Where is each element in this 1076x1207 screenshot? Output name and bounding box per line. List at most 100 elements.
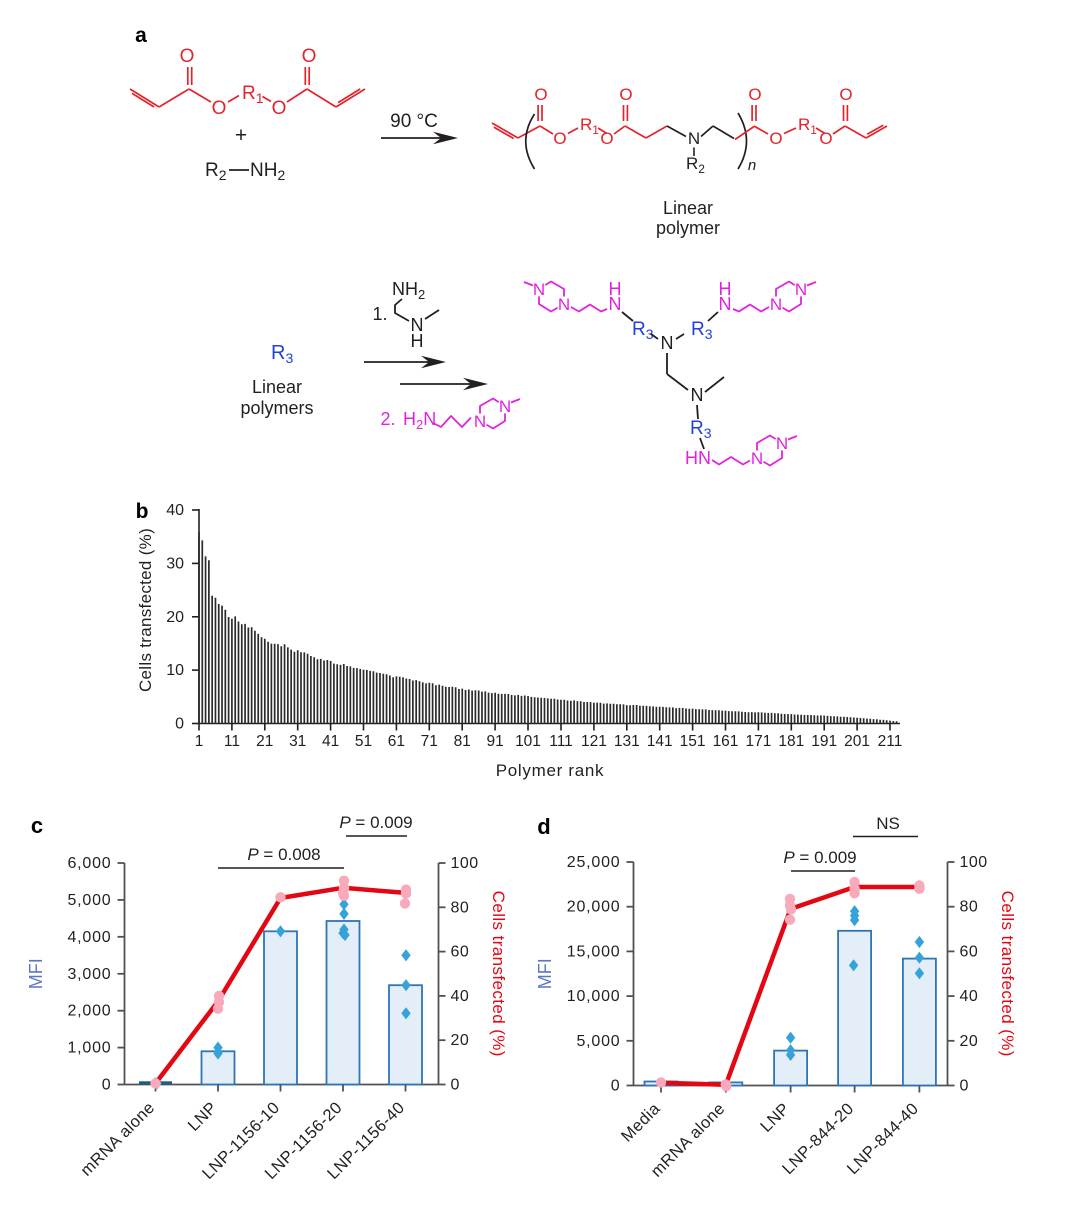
- svg-text:71: 71: [421, 733, 438, 750]
- svg-text:n: n: [748, 157, 756, 174]
- svg-text:O: O: [553, 129, 566, 148]
- svg-text:1.: 1.: [372, 304, 387, 324]
- svg-text:O: O: [302, 46, 317, 67]
- svg-text:Cells transfected (%): Cells transfected (%): [136, 528, 155, 692]
- svg-text:P = 0.009: P = 0.009: [783, 848, 856, 867]
- svg-text:0: 0: [611, 1078, 621, 1095]
- svg-text:MFI: MFI: [535, 958, 555, 989]
- svg-text:polymers: polymers: [240, 398, 313, 418]
- svg-text:d: d: [537, 814, 550, 839]
- svg-text:H2N: H2N: [403, 409, 436, 432]
- svg-text:N: N: [776, 434, 788, 453]
- svg-text:191: 191: [811, 733, 837, 750]
- svg-text:NS: NS: [876, 814, 900, 833]
- svg-text:MFI: MFI: [26, 958, 46, 989]
- svg-text:Linear: Linear: [252, 377, 302, 397]
- svg-text:10,000: 10,000: [567, 988, 621, 1005]
- svg-text:181: 181: [778, 733, 804, 750]
- svg-text:Polymer rank: Polymer rank: [496, 761, 605, 780]
- svg-text:1,000: 1,000: [67, 1040, 111, 1057]
- svg-text:N: N: [558, 295, 570, 314]
- svg-text:Cells transfected (%): Cells transfected (%): [998, 891, 1017, 1057]
- svg-text:b: b: [136, 500, 149, 523]
- svg-text:N: N: [609, 294, 622, 314]
- svg-text:N: N: [795, 280, 807, 299]
- svg-text:60: 60: [451, 944, 470, 961]
- svg-text:O: O: [819, 129, 832, 148]
- svg-text:201: 201: [844, 733, 870, 750]
- svg-text:15,000: 15,000: [567, 943, 621, 960]
- svg-text:P = 0.009: P = 0.009: [339, 813, 412, 832]
- svg-text:Linear: Linear: [663, 198, 713, 218]
- svg-text:O: O: [180, 46, 195, 67]
- svg-text:N: N: [474, 412, 486, 431]
- svg-text:101: 101: [515, 733, 541, 750]
- svg-text:O: O: [212, 98, 227, 119]
- svg-text:+: +: [235, 124, 247, 147]
- svg-text:141: 141: [647, 733, 673, 750]
- svg-text:O: O: [769, 129, 782, 148]
- svg-text:171: 171: [745, 733, 771, 750]
- svg-text:O: O: [272, 98, 287, 119]
- svg-text:0: 0: [175, 716, 184, 733]
- svg-text:51: 51: [355, 733, 372, 750]
- svg-text:11: 11: [224, 733, 240, 750]
- svg-text:N: N: [533, 280, 545, 299]
- svg-text:NH2: NH2: [250, 160, 285, 183]
- svg-text:20: 20: [166, 609, 184, 626]
- svg-text:H: H: [609, 279, 622, 299]
- svg-text:N: N: [719, 294, 732, 314]
- svg-text:HN: HN: [685, 448, 711, 468]
- svg-text:80: 80: [960, 899, 979, 916]
- svg-text:0: 0: [960, 1078, 969, 1095]
- svg-text:151: 151: [680, 733, 706, 750]
- svg-text:polymer: polymer: [656, 218, 720, 238]
- svg-text:30: 30: [166, 555, 184, 572]
- svg-text:3,000: 3,000: [67, 966, 111, 983]
- svg-text:a: a: [135, 24, 147, 47]
- svg-text:91: 91: [486, 733, 503, 750]
- svg-text:20: 20: [451, 1032, 470, 1049]
- svg-text:100: 100: [451, 855, 479, 872]
- svg-text:0: 0: [102, 1077, 112, 1094]
- svg-text:90 °C: 90 °C: [390, 111, 438, 132]
- svg-text:2.: 2.: [380, 409, 395, 429]
- svg-text:121: 121: [581, 733, 607, 750]
- svg-text:20,000: 20,000: [567, 899, 621, 916]
- svg-text:81: 81: [454, 733, 471, 750]
- svg-text:N: N: [691, 385, 704, 405]
- svg-text:O: O: [839, 85, 852, 104]
- svg-text:O: O: [600, 129, 613, 148]
- svg-text:N: N: [688, 129, 700, 148]
- svg-text:2,000: 2,000: [67, 1003, 111, 1020]
- svg-text:4,000: 4,000: [67, 929, 111, 946]
- svg-text:N: N: [411, 315, 424, 335]
- svg-text:31: 31: [289, 733, 306, 750]
- svg-text:O: O: [748, 85, 761, 104]
- svg-text:0: 0: [451, 1077, 460, 1094]
- svg-text:21: 21: [256, 733, 273, 750]
- svg-text:100: 100: [960, 854, 988, 871]
- svg-text:80: 80: [451, 899, 470, 916]
- svg-text:25,000: 25,000: [567, 854, 621, 871]
- svg-text:1: 1: [195, 733, 204, 750]
- svg-text:40: 40: [451, 988, 470, 1005]
- svg-text:10: 10: [166, 662, 184, 679]
- svg-text:161: 161: [713, 733, 739, 750]
- svg-text:5,000: 5,000: [67, 892, 111, 909]
- svg-text:c: c: [31, 813, 43, 838]
- svg-text:O: O: [534, 85, 547, 104]
- svg-text:O: O: [619, 85, 632, 104]
- svg-text:N: N: [661, 333, 674, 353]
- svg-text:6,000: 6,000: [67, 855, 111, 872]
- svg-text:61: 61: [388, 733, 405, 750]
- svg-text:NH2: NH2: [392, 279, 425, 302]
- svg-text:5,000: 5,000: [576, 1033, 620, 1050]
- svg-text:N: N: [499, 397, 511, 416]
- svg-text:P = 0.008: P = 0.008: [247, 845, 320, 864]
- svg-text:40: 40: [960, 988, 979, 1005]
- svg-text:20: 20: [960, 1033, 979, 1050]
- svg-text:41: 41: [322, 733, 339, 750]
- svg-text:60: 60: [960, 943, 979, 960]
- svg-text:111: 111: [549, 733, 573, 750]
